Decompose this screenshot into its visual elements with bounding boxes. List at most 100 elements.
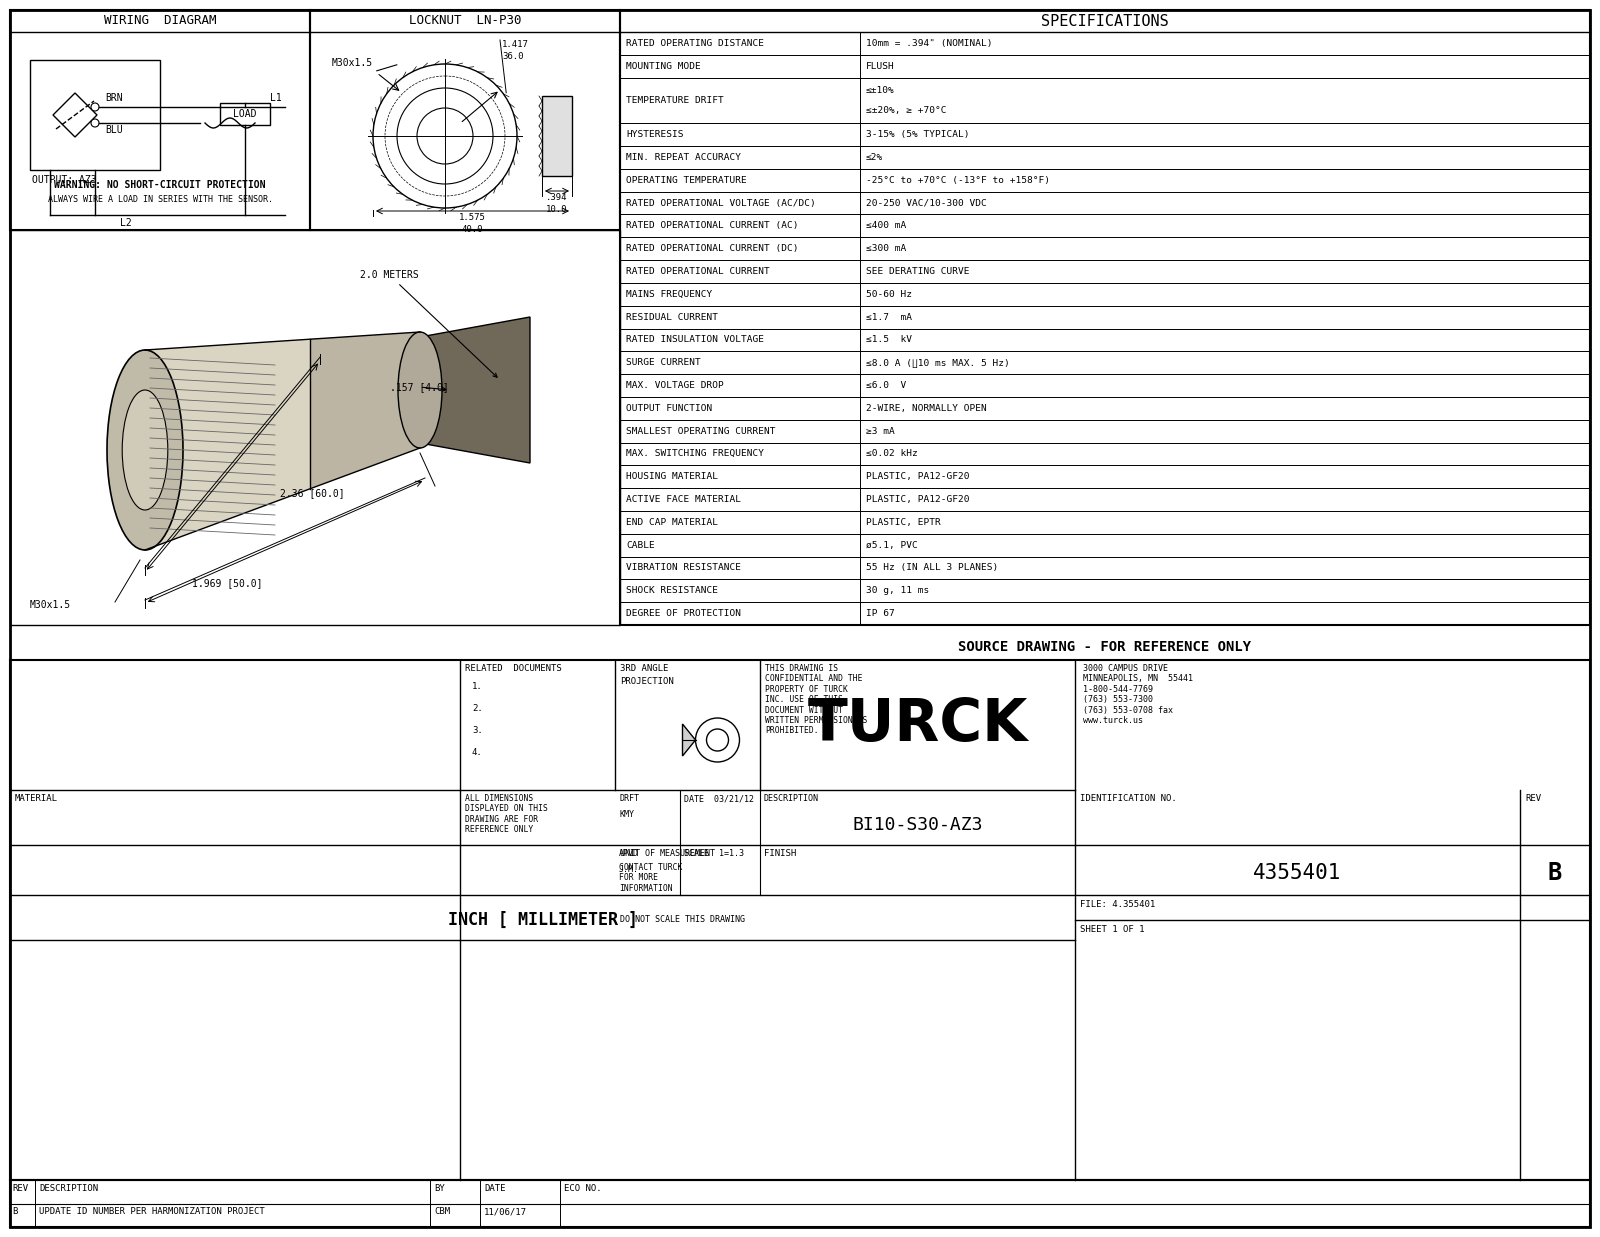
- Text: DO NOT SCALE THIS DRAWING: DO NOT SCALE THIS DRAWING: [621, 915, 746, 924]
- Text: LOCKNUT  LN-P30: LOCKNUT LN-P30: [408, 15, 522, 27]
- Text: PLASTIC, PA12-GF20: PLASTIC, PA12-GF20: [866, 495, 970, 503]
- Bar: [310, 10, 621, 230]
- Text: DATE  03/21/12: DATE 03/21/12: [685, 794, 754, 803]
- Text: 30 g, 11 ms: 30 g, 11 ms: [866, 586, 930, 595]
- Circle shape: [707, 729, 728, 751]
- Polygon shape: [146, 332, 419, 550]
- Text: WIRING  DIAGRAM: WIRING DIAGRAM: [104, 15, 216, 27]
- Text: MAINS FREQUENCY: MAINS FREQUENCY: [626, 289, 712, 299]
- Text: RESIDUAL CURRENT: RESIDUAL CURRENT: [626, 313, 718, 322]
- Text: ≥3 mA: ≥3 mA: [866, 427, 894, 435]
- Text: BY: BY: [434, 1184, 445, 1192]
- Text: .157 [4.0]: .157 [4.0]: [390, 382, 448, 392]
- Text: ACTIVE FACE MATERIAL: ACTIVE FACE MATERIAL: [626, 495, 741, 503]
- Text: MIN. REPEAT ACCURACY: MIN. REPEAT ACCURACY: [626, 153, 741, 162]
- Text: OUTPUT FUNCTION: OUTPUT FUNCTION: [626, 403, 712, 413]
- Polygon shape: [310, 332, 419, 489]
- Text: 3.: 3.: [472, 726, 483, 735]
- Text: ≤1.5  kV: ≤1.5 kV: [866, 335, 912, 344]
- Text: SURGE CURRENT: SURGE CURRENT: [626, 359, 701, 367]
- Ellipse shape: [122, 390, 168, 510]
- Ellipse shape: [398, 332, 442, 448]
- Text: B: B: [1547, 861, 1562, 884]
- Text: REV: REV: [13, 1184, 29, 1192]
- Bar: [30, 61, 160, 169]
- Text: .394: .394: [546, 193, 568, 202]
- Text: RATED OPERATIONAL CURRENT (AC): RATED OPERATIONAL CURRENT (AC): [626, 221, 798, 230]
- Text: 2.: 2.: [472, 704, 483, 713]
- Text: DATE: DATE: [483, 1184, 506, 1192]
- Text: 36.0: 36.0: [502, 52, 523, 61]
- Bar: [542, 96, 573, 176]
- Text: VIBRATION RESISTANCE: VIBRATION RESISTANCE: [626, 564, 741, 573]
- Text: TEMPERATURE DRIFT: TEMPERATURE DRIFT: [626, 96, 723, 105]
- Text: UPDATE ID NUMBER PER HARMONIZATION PROJECT: UPDATE ID NUMBER PER HARMONIZATION PROJE…: [38, 1207, 264, 1216]
- Circle shape: [418, 108, 474, 165]
- Text: SPECIFICATIONS: SPECIFICATIONS: [1042, 14, 1170, 28]
- Text: WARNING: NO SHORT-CIRCUIT PROTECTION: WARNING: NO SHORT-CIRCUIT PROTECTION: [54, 181, 266, 190]
- Text: 55 Hz (IN ALL 3 PLANES): 55 Hz (IN ALL 3 PLANES): [866, 564, 998, 573]
- Text: INCH [ MILLIMETER ]: INCH [ MILLIMETER ]: [448, 910, 637, 929]
- Circle shape: [373, 64, 517, 208]
- Text: KMY: KMY: [619, 810, 634, 819]
- Text: 50-60 Hz: 50-60 Hz: [866, 289, 912, 299]
- Text: SMALLEST OPERATING CURRENT: SMALLEST OPERATING CURRENT: [626, 427, 776, 435]
- Polygon shape: [419, 317, 530, 463]
- Text: ≤±20%, ≥ +70°C: ≤±20%, ≥ +70°C: [866, 106, 947, 115]
- Text: BLU: BLU: [106, 125, 123, 135]
- Text: END CAP MATERIAL: END CAP MATERIAL: [626, 518, 718, 527]
- Text: ECO NO.: ECO NO.: [563, 1184, 602, 1192]
- Text: SHEET 1 OF 1: SHEET 1 OF 1: [1080, 925, 1144, 934]
- Text: 4355401: 4355401: [1253, 863, 1342, 883]
- Text: SHOCK RESISTANCE: SHOCK RESISTANCE: [626, 586, 718, 595]
- Polygon shape: [53, 93, 98, 137]
- Text: BI10-S30-AZ3: BI10-S30-AZ3: [853, 816, 982, 834]
- Text: 40.0: 40.0: [462, 225, 483, 234]
- Text: ≤400 mA: ≤400 mA: [866, 221, 906, 230]
- Text: MAX. VOLTAGE DROP: MAX. VOLTAGE DROP: [626, 381, 723, 390]
- Text: 3000 CAMPUS DRIVE
MINNEAPOLIS, MN  55441
1-800-544-7769
(763) 553-7300
(763) 553: 3000 CAMPUS DRIVE MINNEAPOLIS, MN 55441 …: [1083, 664, 1194, 725]
- Text: MATERIAL: MATERIAL: [14, 794, 58, 803]
- Text: OPERATING TEMPERATURE: OPERATING TEMPERATURE: [626, 176, 747, 184]
- Text: PLASTIC, PA12-GF20: PLASTIC, PA12-GF20: [866, 473, 970, 481]
- Text: ALWAYS WIRE A LOAD IN SERIES WITH THE SENSOR.: ALWAYS WIRE A LOAD IN SERIES WITH THE SE…: [48, 195, 272, 204]
- Text: 3RD ANGLE: 3RD ANGLE: [621, 664, 669, 673]
- Text: B: B: [13, 1207, 18, 1216]
- Text: 3-15% (5% TYPICAL): 3-15% (5% TYPICAL): [866, 130, 970, 139]
- Text: 2.0 METERS: 2.0 METERS: [360, 270, 498, 377]
- Text: HYSTERESIS: HYSTERESIS: [626, 130, 683, 139]
- Text: APVD: APVD: [619, 849, 638, 858]
- Bar: [621, 10, 1590, 625]
- Bar: [10, 230, 621, 625]
- Text: SCALE  1=1.3: SCALE 1=1.3: [685, 849, 744, 858]
- Text: -25°C to +70°C (-13°F to +158°F): -25°C to +70°C (-13°F to +158°F): [866, 176, 1050, 184]
- Text: DRFT: DRFT: [619, 794, 638, 803]
- Text: 2-WIRE, NORMALLY OPEN: 2-WIRE, NORMALLY OPEN: [866, 403, 987, 413]
- Text: 11/06/17: 11/06/17: [483, 1207, 526, 1216]
- Text: DEGREE OF PROTECTION: DEGREE OF PROTECTION: [626, 609, 741, 618]
- Text: 2.36 [60.0]: 2.36 [60.0]: [280, 489, 346, 499]
- Ellipse shape: [107, 350, 182, 550]
- Text: MAX. SWITCHING FREQUENCY: MAX. SWITCHING FREQUENCY: [626, 449, 765, 459]
- Text: DESCRIPTION: DESCRIPTION: [38, 1184, 98, 1192]
- Text: ≤±10%: ≤±10%: [866, 85, 894, 95]
- Text: 4.: 4.: [472, 748, 483, 757]
- Text: 1.417: 1.417: [502, 40, 530, 49]
- Bar: [10, 10, 310, 230]
- Bar: [10, 1180, 1590, 1227]
- Circle shape: [696, 717, 739, 762]
- Text: HOUSING MATERIAL: HOUSING MATERIAL: [626, 473, 718, 481]
- Text: RATED OPERATING DISTANCE: RATED OPERATING DISTANCE: [626, 38, 765, 48]
- Text: CBM: CBM: [434, 1207, 450, 1216]
- Text: PROJECTION: PROJECTION: [621, 677, 674, 687]
- Circle shape: [397, 88, 493, 184]
- Circle shape: [91, 119, 99, 127]
- Text: 1.575: 1.575: [459, 213, 486, 221]
- Text: PLASTIC, EPTR: PLASTIC, EPTR: [866, 518, 941, 527]
- Text: IP 67: IP 67: [866, 609, 894, 618]
- Text: ≤1.7  mA: ≤1.7 mA: [866, 313, 912, 322]
- Text: J.M.: J.M.: [619, 865, 638, 875]
- Text: SOURCE DRAWING - FOR REFERENCE ONLY: SOURCE DRAWING - FOR REFERENCE ONLY: [958, 640, 1251, 654]
- Text: RELATED  DOCUMENTS: RELATED DOCUMENTS: [466, 664, 562, 673]
- Text: 10.0: 10.0: [546, 205, 568, 214]
